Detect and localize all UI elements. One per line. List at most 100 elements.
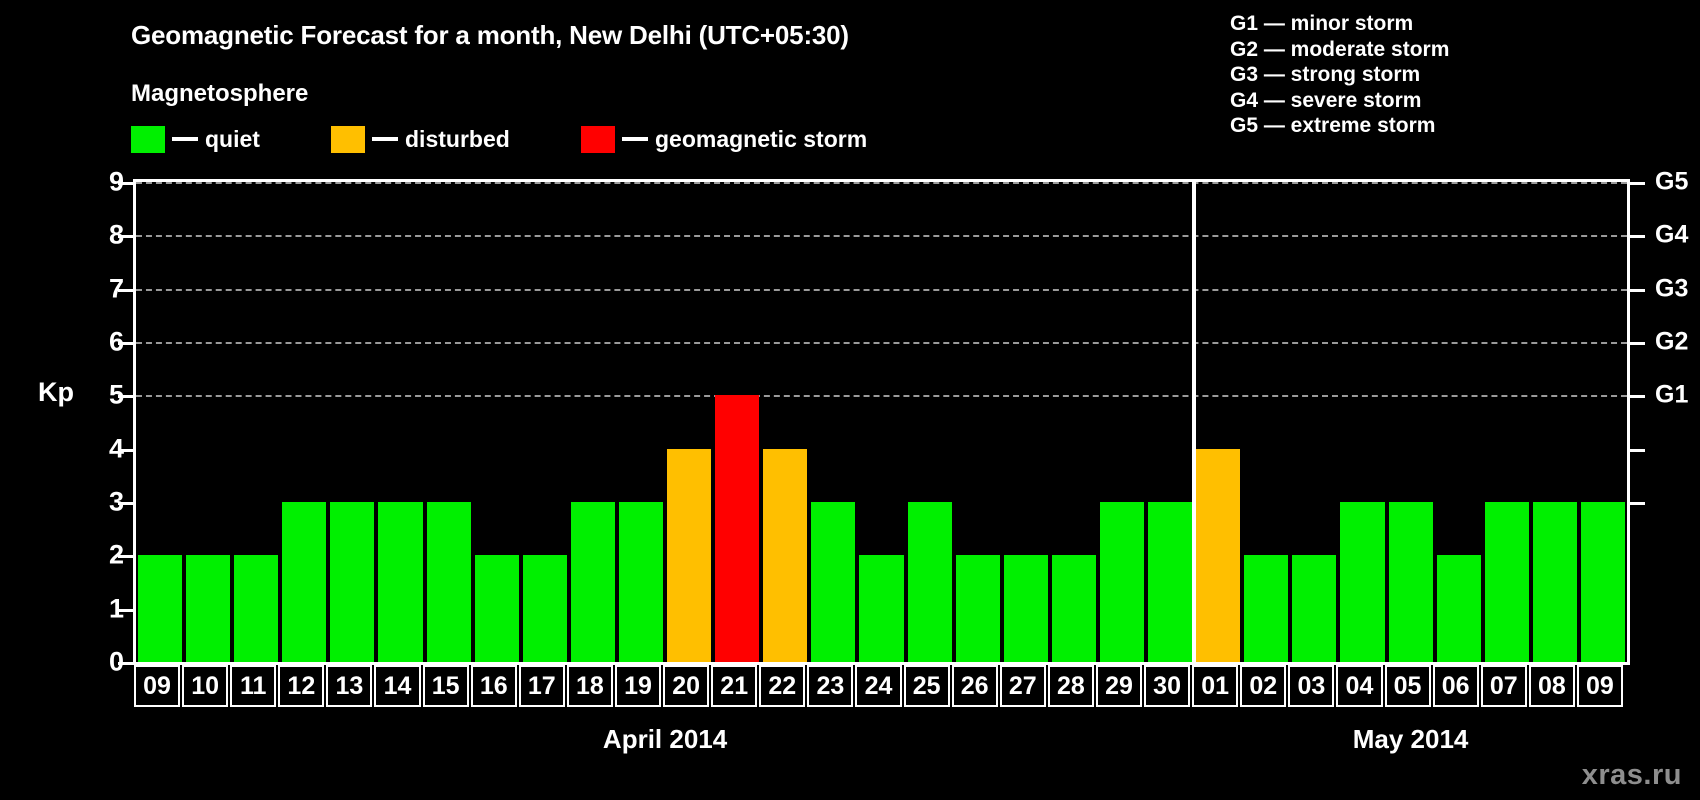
watermark: xras.ru xyxy=(1581,759,1682,791)
date-label-cell: 15 xyxy=(422,665,469,707)
legend-item-label: quiet xyxy=(205,125,260,152)
bar xyxy=(522,555,567,662)
y-axis-tick xyxy=(118,395,133,399)
legend-color-swatch xyxy=(331,125,365,153)
storm-scale-row: G2 — moderate storm xyxy=(1230,37,1450,61)
storm-scale-row: G3 — strong storm xyxy=(1230,63,1421,86)
g-axis-tick xyxy=(1630,342,1645,345)
date-label-cell: 27 xyxy=(999,665,1046,707)
y-axis-tick xyxy=(118,182,133,185)
bar xyxy=(1099,502,1145,662)
legend-item-label: disturbed xyxy=(405,125,510,152)
bar xyxy=(763,448,808,662)
bar xyxy=(907,502,952,662)
y-axis-tick-label: 0 xyxy=(108,646,124,677)
g-axis-minor-tick xyxy=(1630,448,1645,452)
bar xyxy=(1388,502,1433,662)
y-axis-tick xyxy=(118,342,133,345)
date-label-cell: 24 xyxy=(855,665,902,707)
bar xyxy=(1580,502,1625,662)
g-axis-tick-label: G2 xyxy=(1655,327,1689,356)
date-label-cell: 06 xyxy=(1432,665,1479,707)
bar xyxy=(618,502,664,662)
y-axis-tick-label: 3 xyxy=(108,486,124,517)
date-label-cell: 09 xyxy=(1576,665,1623,707)
y-axis-tick xyxy=(118,555,133,559)
y-axis-tick-label: 7 xyxy=(108,273,124,304)
bar xyxy=(1340,502,1385,662)
legend-color-swatch xyxy=(131,125,165,153)
legend-item: geomagnetic storm xyxy=(581,124,867,154)
bar xyxy=(1292,555,1337,662)
g-axis-minor-tick xyxy=(1630,502,1645,505)
legend-item: disturbed xyxy=(331,124,510,154)
bar xyxy=(282,502,327,662)
storm-scale-row: G5 — extreme storm xyxy=(1230,114,1436,137)
month-label: April 2014 xyxy=(602,724,728,754)
date-label-cell: 08 xyxy=(1528,665,1575,707)
date-label-cell: 05 xyxy=(1384,665,1431,707)
date-label-cell: 04 xyxy=(1336,665,1383,707)
g-axis-tick xyxy=(1630,182,1645,185)
date-label-cell: 22 xyxy=(759,665,806,707)
date-label-cell: 30 xyxy=(1144,665,1191,707)
date-label-cell: 13 xyxy=(326,665,373,707)
gridline xyxy=(136,395,1627,398)
gridline xyxy=(136,235,1627,238)
bar xyxy=(811,502,856,662)
bar xyxy=(378,502,423,662)
bar xyxy=(138,555,183,662)
y-axis-title: Kp xyxy=(38,377,74,407)
date-label-cell: 23 xyxy=(807,665,854,707)
bar xyxy=(1532,502,1577,662)
date-label-cell: 29 xyxy=(1095,665,1143,707)
date-label-cell: 20 xyxy=(663,665,710,707)
date-label-cell: 17 xyxy=(518,665,565,707)
bar xyxy=(667,448,712,662)
bar xyxy=(570,502,615,662)
month-label: May 2014 xyxy=(1352,724,1469,754)
y-axis-tick xyxy=(118,288,133,292)
legend-dash-icon xyxy=(372,137,398,141)
bar xyxy=(1436,555,1481,662)
date-label-cell: 01 xyxy=(1192,665,1239,707)
y-axis-tick-label: 1 xyxy=(108,593,124,624)
date-label-cell: 07 xyxy=(1480,665,1527,707)
gridline xyxy=(136,182,1627,184)
storm-scale-legend: G1 — minor storm G2 — moderate storm G3 — … xyxy=(1230,11,1449,139)
date-label-cell: 12 xyxy=(278,665,325,707)
date-label-cell: 10 xyxy=(182,665,229,707)
bar xyxy=(330,502,375,662)
plot-inner xyxy=(136,182,1627,662)
date-label-cell: 03 xyxy=(1288,665,1335,707)
y-axis-tick xyxy=(118,235,133,239)
bar xyxy=(955,555,1000,662)
y-axis-tick-label: 5 xyxy=(108,379,124,410)
y-axis-tick-label: 4 xyxy=(108,433,124,464)
bar xyxy=(1051,555,1096,662)
legend-dash-icon xyxy=(172,137,198,141)
storm-scale-row: G1 — minor storm xyxy=(1230,12,1414,35)
date-label-cell: 18 xyxy=(566,665,613,707)
bar xyxy=(474,555,519,662)
bar xyxy=(1148,502,1193,662)
date-label-cell: 25 xyxy=(903,665,950,707)
y-axis-tick-label: 8 xyxy=(108,219,124,250)
y-axis-tick xyxy=(118,502,133,505)
bar xyxy=(1484,502,1529,662)
y-axis-tick xyxy=(118,608,133,612)
legend-item-label: geomagnetic storm xyxy=(655,125,868,152)
g-axis-tick-label: G3 xyxy=(1655,274,1689,303)
bar xyxy=(426,502,471,662)
g-axis-tick-label: G1 xyxy=(1655,380,1689,409)
date-label-cell: 16 xyxy=(470,665,517,707)
bar xyxy=(715,395,760,662)
y-axis-tick-label: 6 xyxy=(108,326,124,357)
bar xyxy=(186,555,231,662)
date-label-cell: 28 xyxy=(1047,665,1094,707)
magnetosphere-label: Magnetosphere xyxy=(131,80,309,107)
date-label-cell: 14 xyxy=(374,665,421,707)
y-axis-tick-label: 2 xyxy=(108,539,124,570)
g-axis-tick xyxy=(1630,395,1645,399)
bar xyxy=(1003,555,1048,662)
